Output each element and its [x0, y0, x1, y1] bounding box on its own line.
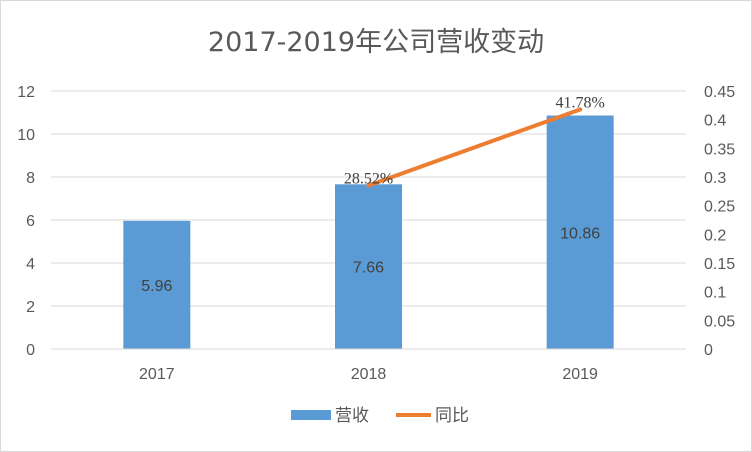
bar — [546, 115, 614, 349]
bar-series — [123, 115, 614, 349]
y-right-tick-label: 0.25 — [704, 199, 735, 216]
bar-data-label: 10.86 — [560, 225, 600, 242]
y-right-tick-label: 0.3 — [704, 170, 726, 187]
line-path — [366, 107, 583, 188]
line-data-label: 41.78% — [556, 94, 605, 111]
bar-data-label: 5.96 — [141, 278, 172, 295]
legend-label-revenue: 营收 — [335, 406, 369, 426]
data-labels: 5.96 7.66 10.86 28.52% 41.78% — [141, 94, 605, 294]
line-series — [366, 107, 583, 188]
y-left-tick-label: 8 — [26, 170, 35, 187]
y-right-tick-label: 0.15 — [704, 256, 735, 273]
y-left-tick-label: 4 — [26, 256, 35, 273]
axes: 0 2 4 6 8 10 12 0 0.05 0.1 0.15 0.2 0.25 0.3 0.35 0.4 0.… — [17, 84, 735, 383]
line-data-label: 28.52% — [344, 170, 393, 187]
y-right-tick-label: 0.1 — [704, 285, 726, 302]
legend-swatch-revenue — [291, 410, 331, 420]
x-tick-label: 2018 — [351, 366, 387, 383]
line-point — [366, 183, 371, 188]
y-left-tick-label: 0 — [26, 342, 35, 359]
y-right-tick-label: 0.05 — [704, 313, 735, 330]
y-left-tick-label: 2 — [26, 299, 35, 316]
y-left-tick-label: 10 — [17, 127, 35, 144]
y-right-tick-label: 0.45 — [704, 84, 735, 101]
x-tick-label: 2019 — [562, 366, 598, 383]
legend: 营收 同比 — [291, 406, 469, 426]
chart-title: 2017-2019年公司营收变动 — [208, 27, 544, 58]
y-left-tick-label: 6 — [26, 213, 35, 230]
line-point — [578, 107, 583, 112]
bar — [123, 220, 191, 349]
y-right-tick-label: 0.4 — [704, 113, 726, 130]
bar-data-label: 7.66 — [353, 260, 384, 277]
x-tick-label: 2017 — [139, 366, 175, 383]
y-right-tick-label: 0 — [704, 342, 713, 359]
y-right-tick-label: 0.35 — [704, 141, 735, 158]
y-left-tick-label: 12 — [17, 84, 35, 101]
legend-label-yoy: 同比 — [435, 406, 469, 426]
bar — [335, 184, 402, 349]
y-right-tick-label: 0.2 — [704, 227, 726, 244]
